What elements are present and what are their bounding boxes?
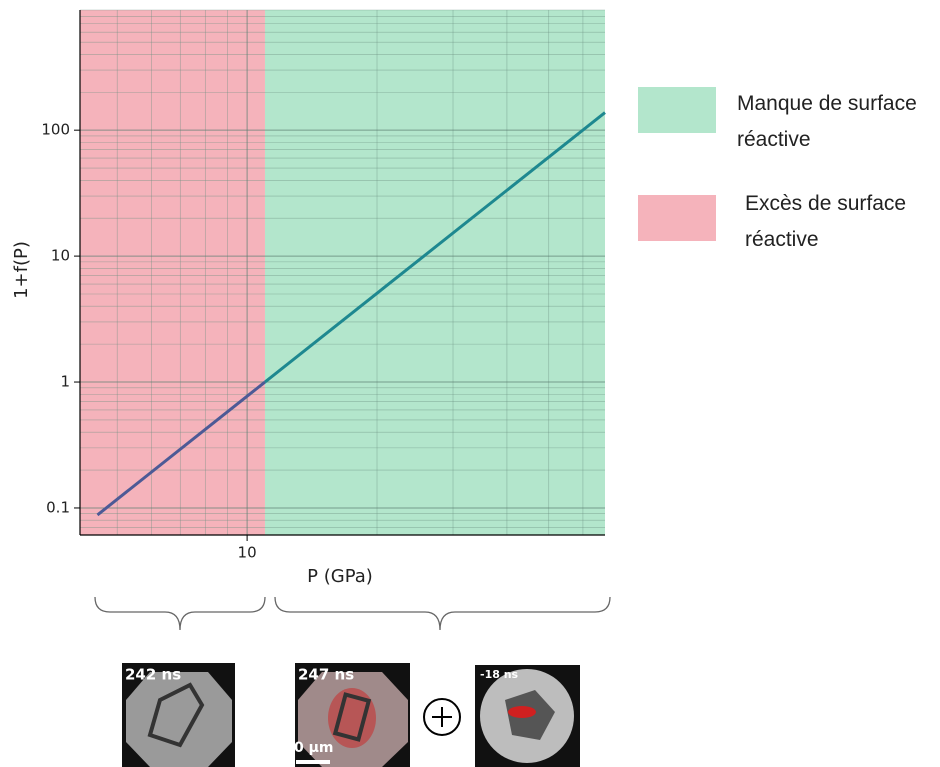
photo-label: -18 ns: [480, 668, 519, 681]
x-tick-label: 10: [238, 544, 257, 562]
legend-label: Excès de surface réactive: [745, 192, 907, 251]
crystal: [147, 682, 205, 748]
data-line: [96, 380, 266, 517]
crystal: [332, 692, 372, 742]
y-tick-label: 0.1: [46, 498, 70, 516]
x-axis-label: P (GPa): [307, 566, 373, 587]
photo-label: 247 ns: [298, 666, 354, 684]
photos: 242 ns 247 ns 0 μm -18 ns: [122, 663, 580, 767]
legend-label: Manque de surface réactive: [737, 92, 917, 151]
scale-bar-label: 0 μm: [294, 740, 334, 756]
legend-swatch: [638, 87, 716, 133]
y-tick-label: 10: [51, 247, 70, 265]
data-line: [264, 111, 606, 384]
legend-swatch: [638, 195, 716, 241]
photo-label: 242 ns: [125, 666, 181, 684]
scale-bar: [296, 760, 330, 764]
plus-sign: [432, 707, 452, 727]
y-tick-label: 100: [41, 121, 70, 139]
photo-field: [126, 672, 232, 767]
brace: [94, 596, 266, 631]
brace: [274, 596, 611, 631]
region: [80, 10, 265, 535]
y-tick-label: 1: [60, 373, 70, 391]
y-axis-label: 1+f(P): [11, 241, 32, 299]
region: [264, 10, 605, 535]
crystal-glow: [508, 706, 536, 718]
braces: [94, 596, 611, 631]
